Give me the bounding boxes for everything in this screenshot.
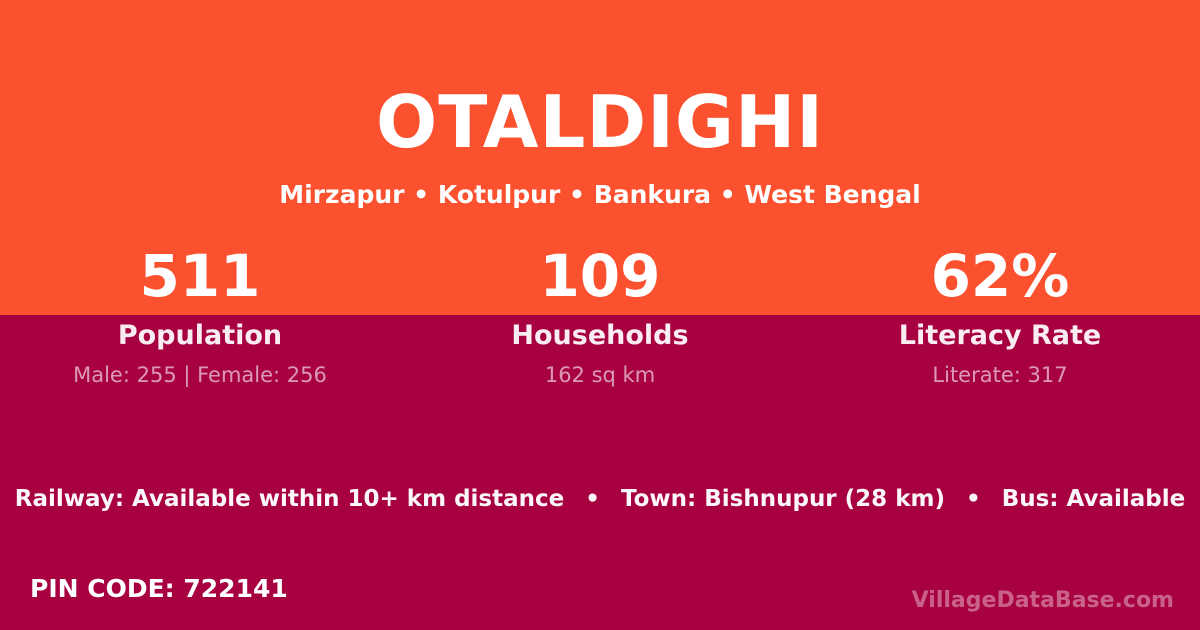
literacy-detail: Literate: 317	[932, 363, 1068, 388]
town-info: Town: Bishnupur (28 km)	[620, 486, 945, 512]
literacy-label: Literacy Rate	[898, 320, 1102, 351]
stats-row: 511 Population Male: 255 | Female: 256 1…	[0, 0, 1200, 389]
bus-info: Bus: Available	[1001, 486, 1186, 512]
bullet-separator: •	[965, 486, 981, 512]
pin-code-label: PIN CODE: 722141	[30, 574, 288, 603]
households-detail: 162 sq km	[544, 363, 656, 388]
village-name-title: OTALDIGHI	[375, 80, 825, 164]
bottom-maroon-band	[0, 315, 1200, 630]
stat-households: 109 Households 162 sq km	[400, 0, 800, 389]
railway-info: Railway: Available within 10+ km distanc…	[14, 486, 565, 512]
population-value: 511	[139, 242, 261, 310]
bullet-separator: •	[585, 486, 600, 512]
site-watermark: VillageDataBase.com	[911, 588, 1174, 613]
population-label: Population	[117, 320, 283, 351]
card-header: OTALDIGHI Mirzapur • Kotulpur • Bankura …	[0, 0, 1200, 210]
top-orange-band	[0, 0, 1200, 315]
stat-population: 511 Population Male: 255 | Female: 256	[0, 0, 400, 389]
households-label: Households	[511, 320, 689, 351]
population-detail: Male: 255 | Female: 256	[73, 363, 327, 388]
stat-literacy: 62% Literacy Rate Literate: 317	[800, 0, 1200, 389]
transport-info-line: Railway: Available within 10+ km distanc…	[0, 486, 1200, 512]
households-value: 109	[539, 242, 661, 310]
location-breadcrumb: Mirzapur • Kotulpur • Bankura • West Ben…	[279, 180, 921, 209]
literacy-value: 62%	[930, 242, 1070, 310]
